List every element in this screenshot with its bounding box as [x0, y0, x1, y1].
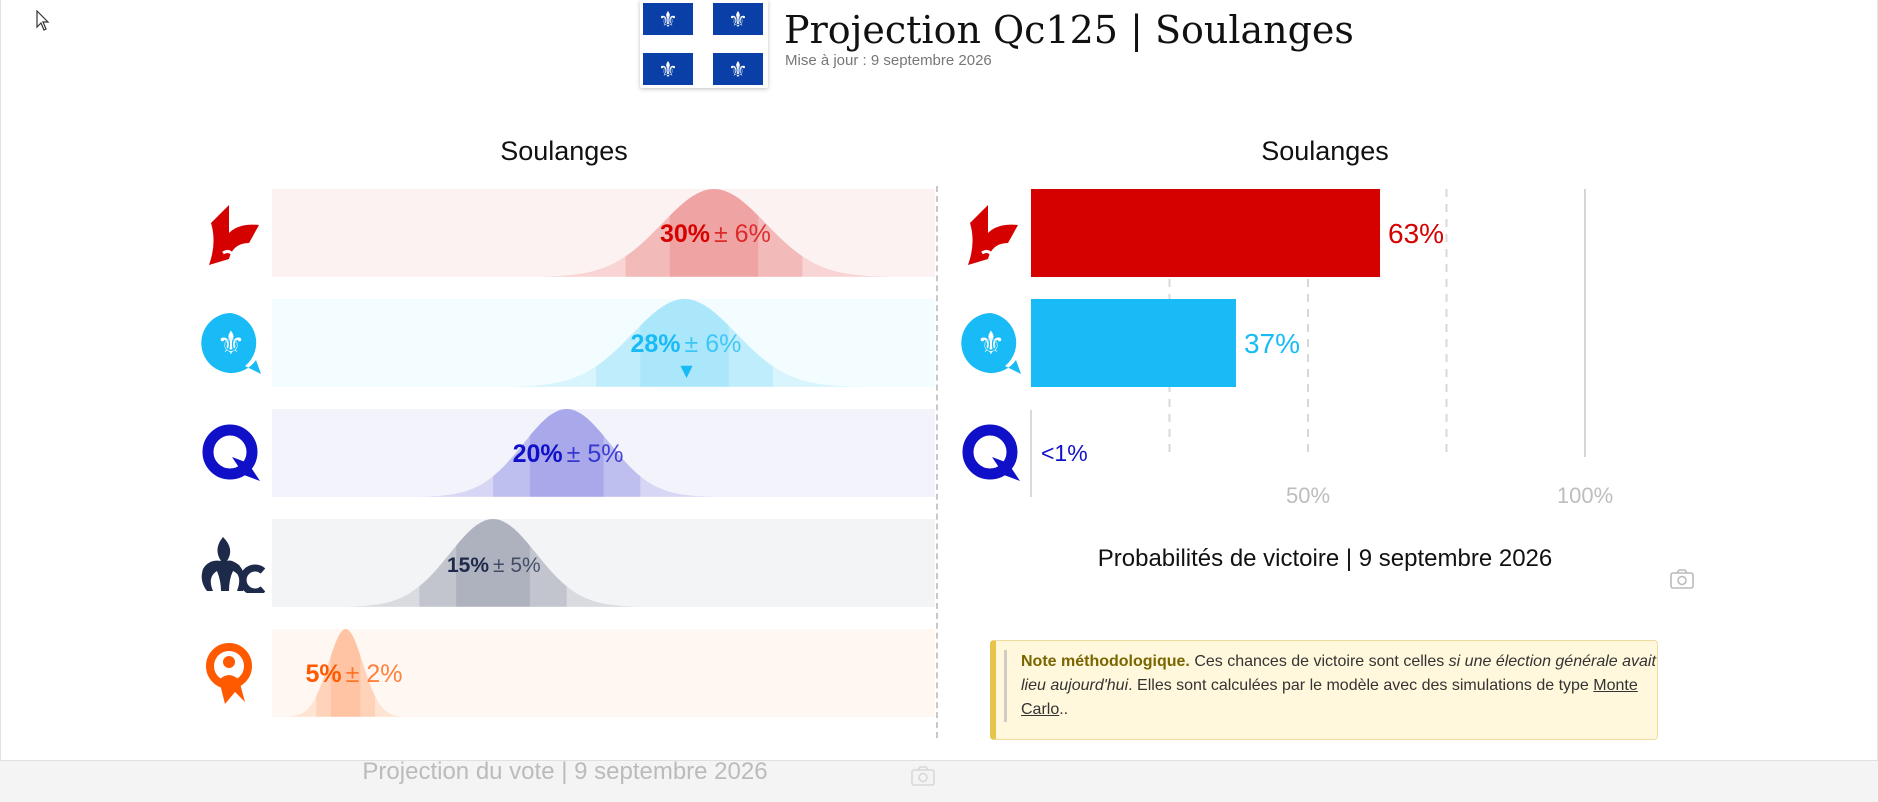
prob-chart-caption: Probabilités de victoire | 9 septembre 2… [1097, 545, 1553, 572]
vote-value-label: 5% [306, 660, 342, 688]
win-probability-chart: 63% 37% <1% 50% 100% [1030, 189, 1613, 508]
vote-row: 5% ± 2% [272, 629, 935, 717]
vote-chart-title: Soulanges [500, 136, 628, 166]
trend-down-icon: ▼ [680, 361, 693, 380]
prob-value-label: 37% [1244, 328, 1300, 359]
qs-logo-icon [206, 643, 252, 704]
vote-distribution-curve [537, 189, 891, 277]
vote-row: 30% ± 6% [272, 189, 935, 277]
vote-core-band [529, 409, 604, 497]
caq-logo-icon: ⚜ [201, 313, 261, 374]
pcq-logo-icon [201, 537, 265, 593]
vote-core-band [330, 629, 361, 717]
bottom-band [0, 760, 1878, 802]
prob-bar [1031, 189, 1381, 277]
plq-logo-icon [968, 205, 1018, 265]
vote-value-label: 28% [630, 330, 680, 358]
monte-carlo-link[interactable]: Monte Carlo [1021, 677, 1638, 718]
caq-logo-icon: ⚜ [961, 313, 1021, 374]
methodology-note: Note méthodologique. Ces chances de vict… [990, 640, 1658, 740]
vote-margin-label: ± 6% [714, 220, 771, 248]
vote-margin-label: ± 5% [493, 554, 541, 577]
vote-margin-label: ± 2% [346, 660, 403, 688]
prob-chart-title: Soulanges [1261, 136, 1389, 166]
vote-band [272, 189, 935, 277]
vote-core-band [640, 299, 729, 387]
svg-text:⚜: ⚜ [658, 58, 678, 83]
vote-value-label: 15% [447, 554, 489, 577]
vote-core-band [456, 519, 530, 607]
vote-projection-chart: 30% ± 6%28% ± 6%▼20% ± 5%15% ± 5%5% ± 2% [272, 189, 935, 717]
vote-margin-label: ± 5% [567, 440, 624, 468]
svg-text:⚜: ⚜ [217, 324, 246, 362]
note-italic: si une élection générale avait lieu aujo… [1021, 653, 1656, 694]
vote-distribution-curve [286, 629, 405, 717]
x-tick-label: 50% [1286, 483, 1330, 508]
vote-value-label: 30% [660, 220, 710, 248]
vote-band [272, 629, 935, 717]
quebec-flag-icon: ⚜ ⚜ ⚜ ⚜ [640, 0, 768, 88]
vote-distribution-curve [345, 519, 641, 607]
page-title: Projection Qc125 | Soulanges [784, 8, 1354, 52]
vote-margin-band [596, 299, 773, 387]
vote-margin-band [419, 519, 567, 607]
note-text: Ces chances de victoire sont celles [1189, 653, 1449, 670]
methodology-note-text: Note méthodologique. Ces chances de vict… [1004, 650, 1661, 722]
vote-margin-band [493, 409, 641, 497]
vote-band [272, 299, 935, 387]
x-tick-label: 100% [1557, 483, 1613, 508]
vote-row: 28% ± 6% ▼ [272, 299, 935, 387]
note-text: .. [1059, 701, 1069, 718]
pq-logo-icon [962, 424, 1020, 481]
note-heading: Note méthodologique. [1021, 653, 1190, 670]
page-frame [0, 0, 1878, 761]
camera-icon[interactable] [1670, 569, 1694, 589]
vote-margin-band [625, 189, 803, 277]
vote-margin-label: ± 6% [685, 330, 742, 358]
plq-logo-icon [209, 205, 259, 265]
svg-text:⚜: ⚜ [728, 8, 748, 33]
svg-text:⚜: ⚜ [728, 58, 748, 83]
vote-distribution-curve [419, 409, 714, 497]
note-text: . Elles sont calculées par le modèle ave… [1128, 677, 1594, 694]
vote-distribution-curve [507, 299, 862, 387]
svg-text:⚜: ⚜ [658, 8, 678, 33]
mouse-cursor-icon [36, 10, 50, 31]
svg-text:⚜: ⚜ [977, 324, 1006, 362]
page-updated-date: Mise à jour : 9 septembre 2026 [785, 52, 992, 69]
vote-margin-band [316, 629, 376, 717]
vote-chart-caption: Projection du vote | 9 septembre 2026 [362, 758, 768, 785]
vote-band [272, 409, 935, 497]
pq-logo-icon [202, 424, 260, 481]
camera-icon[interactable] [911, 766, 935, 786]
vote-value-label: 20% [513, 440, 563, 468]
prob-value-label: <1% [1041, 440, 1088, 466]
vote-band [272, 519, 935, 607]
vote-row: 20% ± 5% [272, 409, 935, 497]
panel-divider [936, 186, 938, 738]
prob-bar [1031, 299, 1236, 387]
vote-core-band [669, 189, 759, 277]
vote-row: 15% ± 5% [272, 519, 935, 607]
prob-value-label: 63% [1388, 218, 1444, 249]
